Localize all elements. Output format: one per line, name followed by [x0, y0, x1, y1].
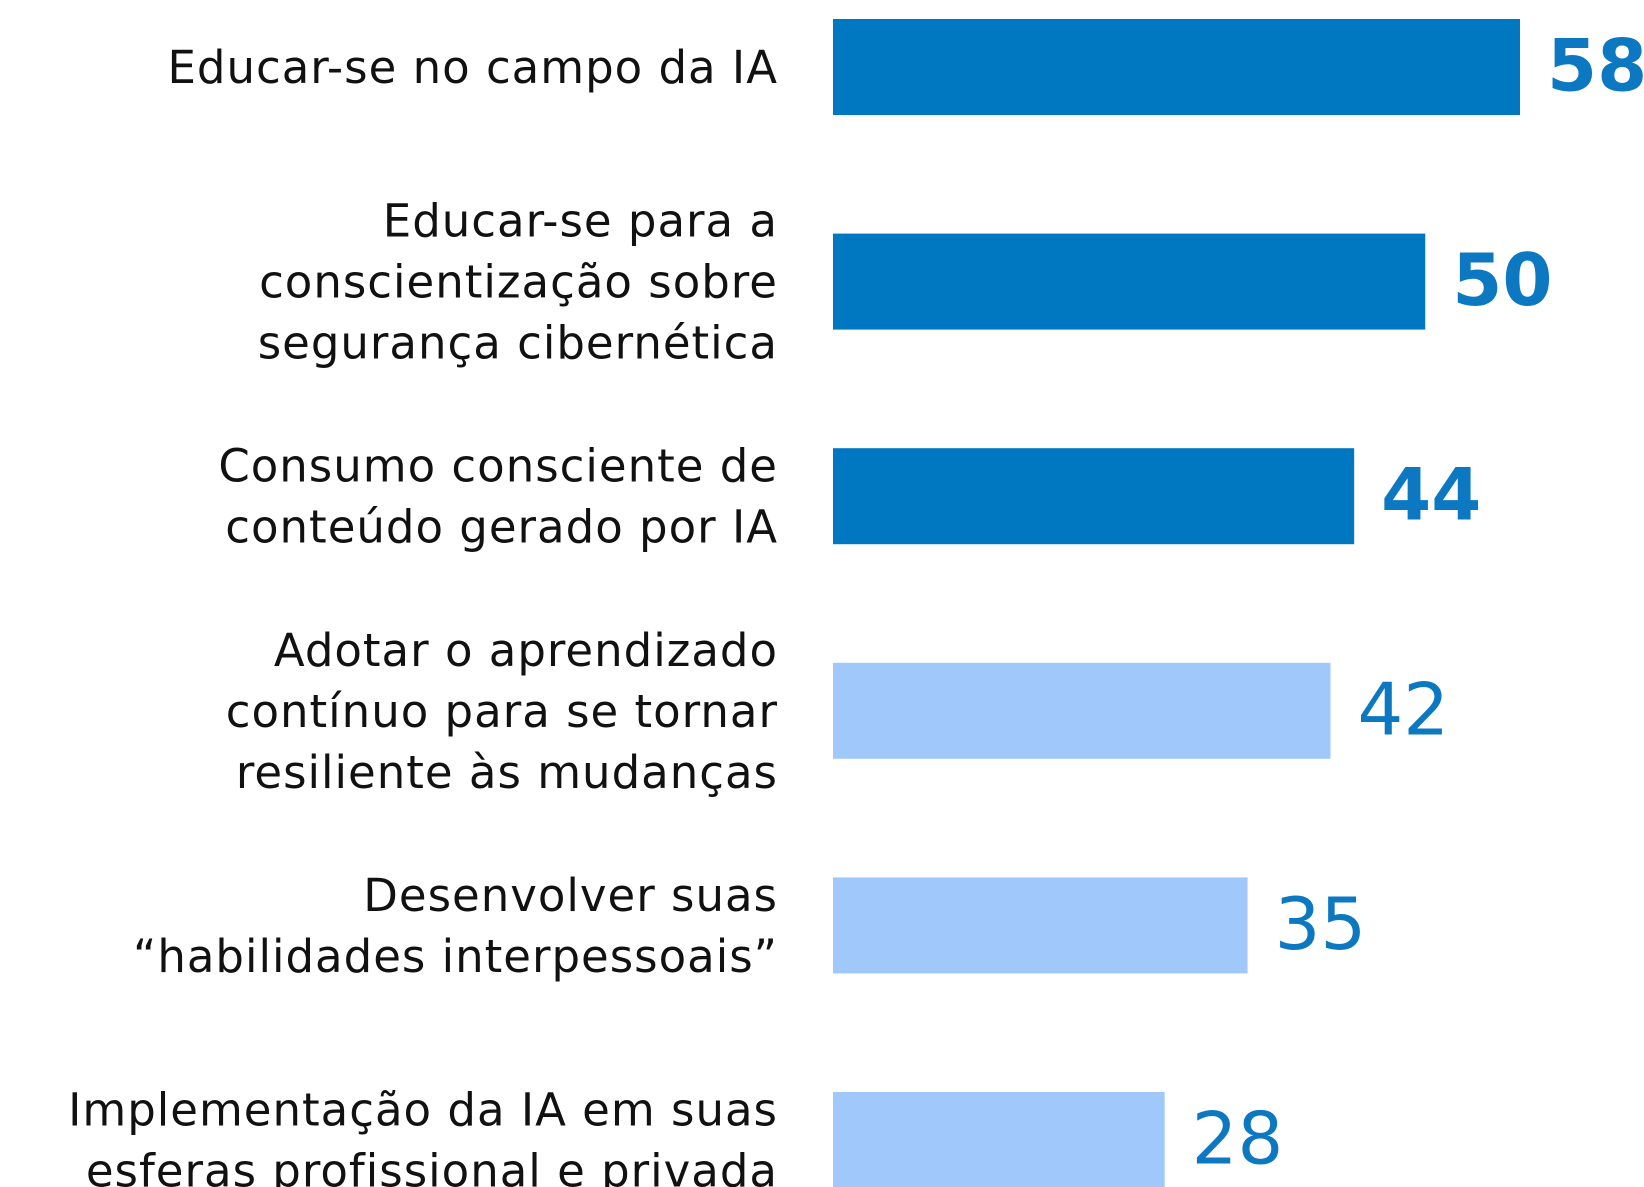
value-label: 42 — [1357, 667, 1449, 751]
bar — [833, 233, 1426, 330]
value-label: 35 — [1275, 882, 1367, 966]
bar — [833, 877, 1248, 974]
category-label: Educar-se no campo da IA — [167, 41, 778, 94]
value-label: 28 — [1192, 1097, 1284, 1181]
bar — [833, 662, 1331, 759]
category-label: Educar-se para a conscientização sobre seg… — [258, 195, 778, 370]
category-label: Desenvolver suas “habilidades interpessoa… — [133, 869, 778, 983]
bar — [833, 19, 1520, 115]
value-label: 44 — [1381, 453, 1481, 537]
value-label: 58 — [1547, 24, 1644, 108]
bar — [833, 1092, 1165, 1187]
value-label: 50 — [1452, 238, 1552, 322]
category-label: Consumo consciente de conteúdo gerado por… — [218, 440, 778, 554]
category-label: Implementação da IA em suas esferas profi… — [68, 1084, 778, 1187]
category-label: Adotar o aprendizado contínuo para se tor… — [226, 624, 778, 799]
bar — [833, 448, 1355, 545]
